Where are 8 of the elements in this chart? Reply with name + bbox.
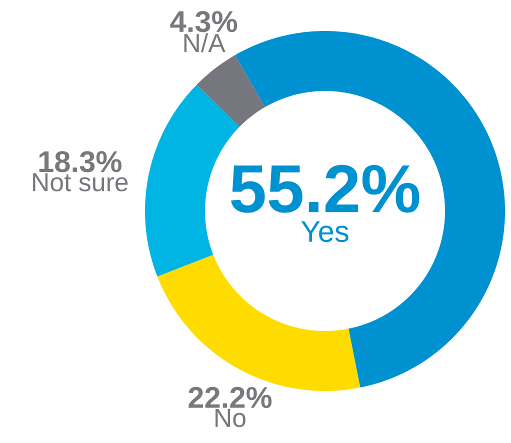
data-label: 55.2% bbox=[231, 164, 420, 213]
data-label: 4.3% bbox=[170, 10, 238, 32]
data-label: 22.2% bbox=[188, 386, 272, 408]
slice-label: Not sure bbox=[33, 173, 128, 192]
slice-label: Yes bbox=[301, 221, 348, 242]
data-label: 18.3% bbox=[39, 151, 122, 172]
slice-label: No bbox=[216, 408, 246, 428]
slice-label: N/A bbox=[184, 33, 226, 52]
